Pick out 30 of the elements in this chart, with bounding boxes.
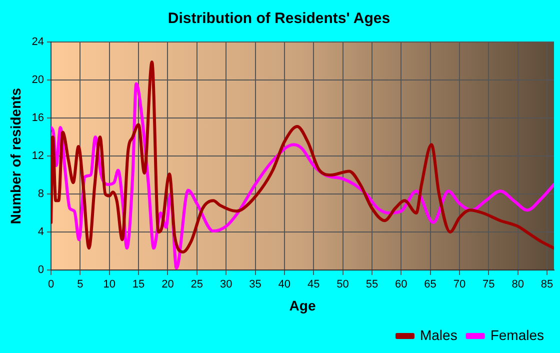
x-tick-label: 85 — [540, 278, 554, 291]
y-tick-label: 4 — [38, 226, 44, 238]
x-tick-label: 40 — [278, 278, 291, 291]
y-tick-label: 16 — [32, 112, 44, 124]
x-tick-label: 25 — [190, 278, 204, 291]
x-tick-label: 35 — [249, 278, 262, 291]
x-tick-label: 80 — [512, 278, 524, 291]
y-tick-label: 20 — [32, 74, 44, 86]
x-tick-label: 10 — [103, 278, 116, 291]
y-tick-label: 12 — [32, 150, 44, 162]
x-tick-label: 30 — [220, 278, 232, 291]
legend-label: Females — [490, 326, 544, 343]
y-tick-label: 24 — [32, 36, 44, 48]
x-tick-label: 60 — [395, 278, 408, 291]
y-tick-label: 8 — [38, 188, 44, 200]
chart-title: Distribution of Residents' Ages — [168, 10, 390, 28]
y-axis-title: Number of residents — [7, 88, 24, 224]
x-tick-label: 55 — [366, 278, 378, 291]
x-tick-label: 15 — [132, 278, 145, 291]
x-tick-label: 65 — [424, 278, 436, 291]
legend-label: Males — [420, 326, 458, 343]
x-tick-label: 0 — [48, 278, 54, 291]
x-tick-label: 50 — [336, 278, 349, 291]
x-tick-label: 70 — [453, 278, 466, 291]
x-tick-label: 75 — [482, 278, 495, 291]
x-axis-title: Age — [289, 297, 316, 314]
x-tick-label: 5 — [77, 278, 84, 291]
x-tick-label: 20 — [162, 278, 174, 291]
y-tick-label: 0 — [38, 264, 44, 276]
x-tick-label: 45 — [307, 278, 320, 291]
